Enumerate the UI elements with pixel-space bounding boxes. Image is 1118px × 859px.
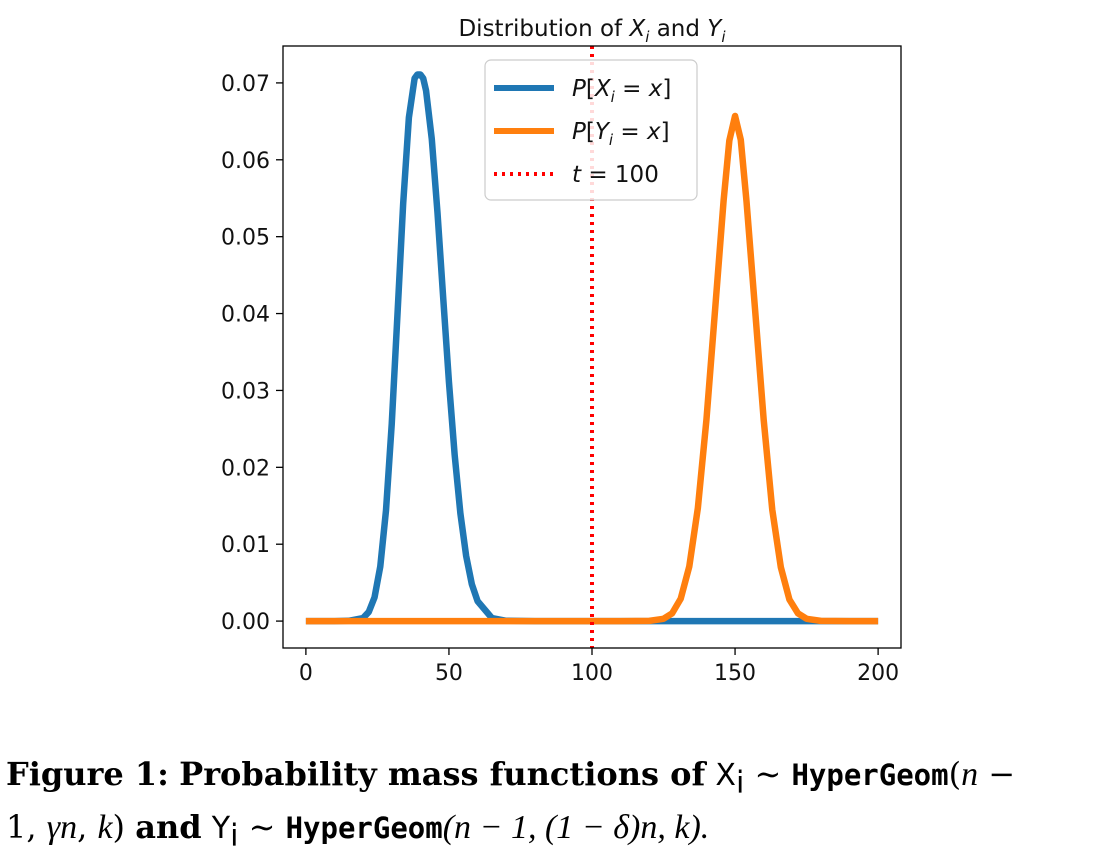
x-tick-label: 150: [714, 661, 756, 686]
caption-one-1: 1,: [6, 808, 37, 847]
y-tick-label: 0.04: [221, 303, 270, 328]
x-tick-label: 0: [299, 661, 313, 686]
chart-title-x: X: [628, 16, 646, 42]
caption-sim-2: ∼: [248, 808, 276, 847]
caption-k-1: k: [97, 809, 113, 847]
caption-args-2: (n − 1, (1 − δ)n, k).: [442, 809, 710, 847]
chart: Distribution of Xi and Yi 0 50 100 150 200 0.…: [221, 16, 902, 686]
chart-title: Distribution of Xi and Yi: [458, 16, 726, 46]
caption-gamma-n: γn: [46, 809, 78, 847]
y-tick-label: 0.07: [221, 72, 270, 97]
caption-y-var: Y: [211, 811, 231, 847]
chart-title-and: and: [649, 16, 707, 42]
caption-label: Figure 1:: [6, 755, 169, 793]
x-tick-label: 100: [571, 661, 613, 686]
caption-y-sub: i: [230, 818, 239, 854]
caption-sim-1: ∼: [754, 755, 782, 793]
legend-box: [484, 59, 698, 201]
legend-label-x: P[Xi = x]: [572, 76, 671, 106]
caption-x-sub: i: [735, 765, 745, 801]
legend: P[Xi = x] P[Yi = x] t = 100: [484, 59, 698, 201]
x-tick-label: 50: [435, 661, 463, 686]
chart-title-x-sub: i: [645, 28, 650, 46]
plot-area: [305, 46, 879, 648]
caption-paren-close-1: ): [112, 808, 126, 847]
caption-x-var: X: [715, 758, 736, 793]
caption-dist-1: HyperGeom: [791, 758, 949, 792]
caption-dist-2: HyperGeom: [285, 811, 443, 846]
legend-label-t: t = 100: [572, 162, 659, 188]
y-tick-label: 0.05: [221, 226, 270, 251]
chart-title-part1: Distribution of: [458, 16, 629, 42]
chart-title-y-sub: i: [721, 28, 726, 46]
figure-caption: Figure 1: Probability mass functions of …: [6, 752, 1116, 859]
legend-label-y: P[Yi = x]: [572, 119, 670, 149]
caption-and: and: [135, 808, 202, 847]
y-tick-label: 0.03: [221, 379, 270, 404]
y-tick-label: 0.01: [221, 533, 270, 558]
caption-paren-1: (: [948, 755, 962, 793]
y-tick-label: 0.00: [221, 610, 270, 635]
caption-n-1: n: [961, 756, 979, 793]
series-line-y: [305, 112, 879, 625]
chart-title-y: Y: [707, 16, 723, 42]
caption-comma-1: ,: [77, 808, 88, 847]
caption-minus-1: −: [978, 755, 1016, 793]
x-tick-label: 200: [857, 661, 899, 686]
y-tick-label: 0.02: [221, 456, 270, 481]
axis-ticks: 0 50 100 150 200 0.00 0.01 0.02 0.03 0.04 0.05 0.06…: [221, 72, 899, 686]
caption-text: Probability mass functions of: [179, 755, 706, 793]
y-tick-label: 0.06: [221, 149, 270, 174]
